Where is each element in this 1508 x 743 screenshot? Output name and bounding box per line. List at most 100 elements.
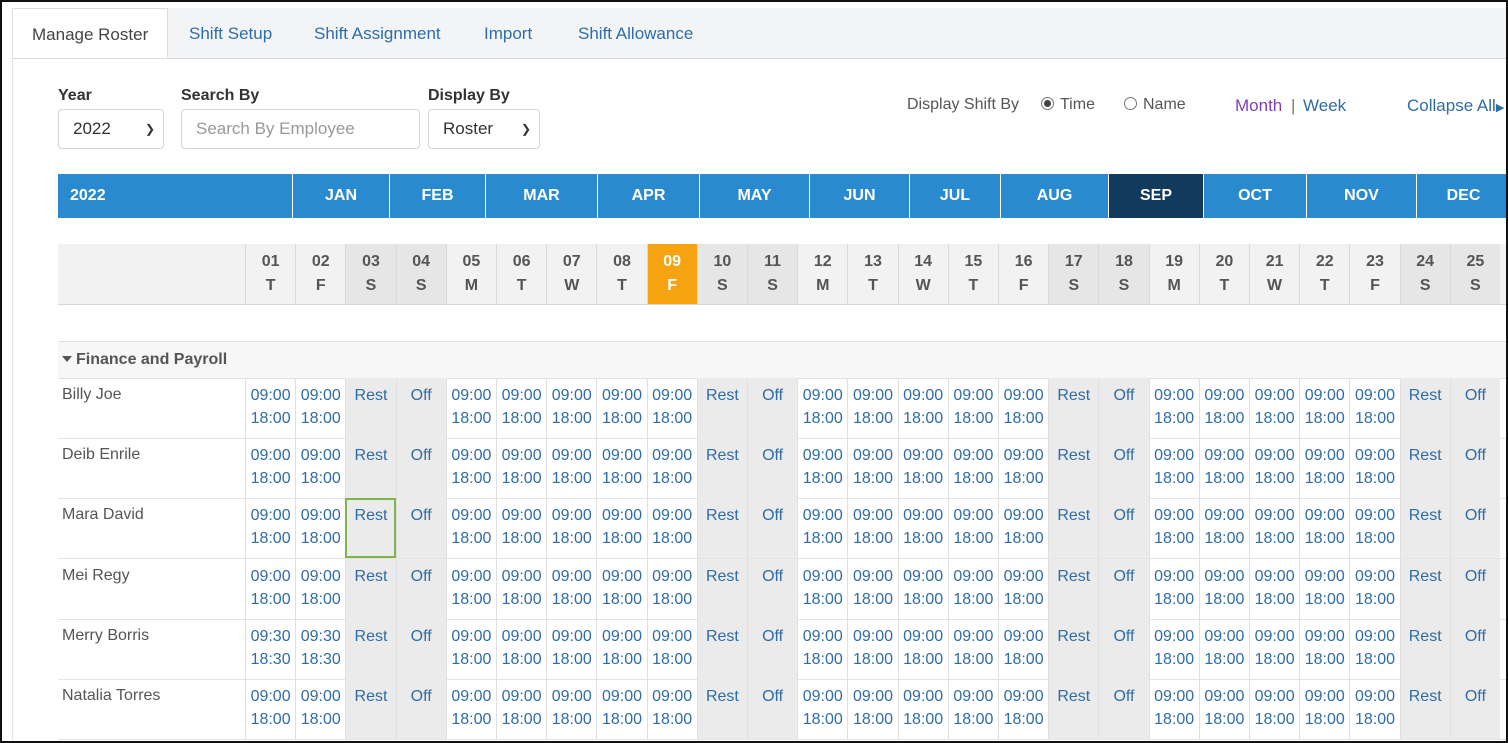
shift-cell[interactable]: 09:00 18:00 [1148, 438, 1199, 499]
shift-cell[interactable]: 09:00 18:00 [1148, 378, 1199, 438]
shift-cell[interactable]: 09:00 18:00 [1349, 679, 1399, 739]
month-aug[interactable]: AUG [1000, 174, 1108, 218]
shift-cell-off[interactable]: Off [1098, 378, 1149, 438]
shift-cell[interactable]: 09:00 18:00 [245, 558, 295, 619]
shift-cell-off[interactable]: Off [747, 378, 798, 438]
shift-cell-rest[interactable]: Rest [696, 558, 747, 619]
shift-cell[interactable]: 09:00 18:00 [847, 618, 897, 679]
shift-cell[interactable]: 09:00 18:00 [998, 378, 1048, 438]
shift-cell[interactable]: 09:00 18:00 [646, 498, 697, 559]
shift-cell[interactable]: 09:00 18:00 [998, 618, 1048, 679]
shift-cell[interactable]: 09:00 18:00 [295, 558, 345, 619]
month-jun[interactable]: JUN [809, 174, 909, 218]
month-nov[interactable]: NOV [1306, 174, 1416, 218]
shift-cell-off[interactable]: Off [395, 498, 446, 559]
shift-cell[interactable]: 09:00 18:00 [646, 618, 697, 679]
shift-cell-off[interactable]: Off [1449, 558, 1500, 619]
shift-cell-off[interactable]: Off [395, 558, 446, 619]
shift-cell[interactable]: 09:00 18:00 [797, 498, 847, 559]
shift-cell[interactable]: 09:00 18:00 [646, 438, 697, 499]
shift-cell[interactable]: 09:00 18:00 [797, 558, 847, 619]
shift-cell-rest[interactable]: Rest [1048, 498, 1099, 559]
group-header[interactable]: Finance and Payroll [58, 341, 1506, 379]
shift-cell[interactable]: 09:00 18:00 [947, 618, 998, 679]
shift-cell-rest[interactable]: Rest [345, 438, 396, 499]
shift-cell[interactable]: 09:00 18:00 [496, 378, 546, 438]
shift-cell[interactable]: 09:00 18:00 [897, 679, 948, 739]
shift-cell[interactable]: 09:00 18:00 [1299, 679, 1349, 739]
shift-cell[interactable]: 09:00 18:00 [546, 679, 596, 739]
shift-cell[interactable]: 09:00 18:00 [295, 679, 345, 739]
shift-cell[interactable]: 09:00 18:00 [998, 558, 1048, 619]
shift-cell-off[interactable]: Off [1098, 558, 1149, 619]
shift-cell[interactable]: 09:30 18:30 [295, 618, 345, 679]
week-view-link[interactable]: Week [1303, 96, 1347, 115]
radio-name-label[interactable]: Name [1143, 96, 1186, 113]
month-apr[interactable]: APR [597, 174, 699, 218]
radio-time[interactable] [1041, 97, 1054, 110]
shift-cell[interactable]: 09:00 18:00 [596, 378, 646, 438]
shift-cell[interactable]: 09:00 18:00 [1299, 498, 1349, 559]
shift-cell[interactable]: 09:00 18:00 [998, 498, 1048, 559]
shift-cell-off[interactable]: Off [395, 438, 446, 499]
month-sep[interactable]: SEP [1108, 174, 1203, 218]
shift-cell[interactable]: 09:00 18:00 [596, 498, 646, 559]
shift-cell[interactable]: 09:00 18:00 [998, 679, 1048, 739]
shift-cell-off[interactable]: Off [1449, 618, 1500, 679]
shift-cell[interactable]: 09:00 18:00 [947, 558, 998, 619]
shift-cell-rest[interactable]: Rest [1048, 558, 1099, 619]
shift-cell-rest[interactable]: Rest [1048, 618, 1099, 679]
shift-cell-rest[interactable]: Rest [1399, 679, 1450, 739]
shift-cell[interactable]: 09:00 18:00 [1249, 618, 1299, 679]
shift-cell[interactable]: 09:00 18:00 [847, 679, 897, 739]
shift-cell[interactable]: 09:00 18:00 [496, 558, 546, 619]
shift-cell[interactable]: 09:00 18:00 [947, 498, 998, 559]
shift-cell[interactable]: 09:00 18:00 [847, 378, 897, 438]
shift-cell[interactable]: 09:00 18:00 [596, 438, 646, 499]
shift-cell[interactable]: 09:00 18:00 [445, 558, 496, 619]
shift-cell[interactable]: 09:00 18:00 [1299, 378, 1349, 438]
shift-cell[interactable]: 09:00 18:00 [295, 498, 345, 559]
month-dec[interactable]: DEC [1416, 174, 1506, 218]
shift-cell-rest[interactable]: Rest [696, 679, 747, 739]
shift-cell[interactable]: 09:00 18:00 [496, 498, 546, 559]
shift-cell-rest[interactable]: Rest [1399, 618, 1450, 679]
year-select[interactable]: 2022 ❯ [58, 109, 164, 149]
shift-cell[interactable]: 09:00 18:00 [445, 438, 496, 499]
shift-cell-rest[interactable]: Rest [696, 378, 747, 438]
collapse-all-link[interactable]: Collapse All▶ [1407, 96, 1504, 116]
shift-cell-off[interactable]: Off [747, 679, 798, 739]
shift-cell[interactable]: 09:00 18:00 [1249, 378, 1299, 438]
shift-cell[interactable]: 09:00 18:00 [1349, 498, 1399, 559]
search-input[interactable]: Search By Employee [181, 109, 420, 149]
shift-cell-rest[interactable]: Rest [1048, 378, 1099, 438]
shift-cell[interactable]: 09:00 18:00 [1148, 558, 1199, 619]
shift-cell[interactable]: 09:00 18:00 [897, 618, 948, 679]
month-feb[interactable]: FEB [389, 174, 485, 218]
shift-cell[interactable]: 09:00 18:00 [546, 618, 596, 679]
shift-cell[interactable]: 09:00 18:00 [445, 618, 496, 679]
shift-cell[interactable]: 09:00 18:00 [1349, 438, 1399, 499]
shift-cell[interactable]: 09:00 18:00 [947, 679, 998, 739]
radio-time-label[interactable]: Time [1060, 96, 1095, 113]
shift-cell[interactable]: 09:00 18:00 [496, 618, 546, 679]
shift-cell-off[interactable]: Off [747, 498, 798, 559]
shift-cell-off[interactable]: Off [1449, 679, 1500, 739]
shift-cell[interactable]: 09:00 18:00 [897, 558, 948, 619]
shift-cell-rest[interactable]: Rest [1399, 378, 1450, 438]
shift-cell[interactable]: 09:00 18:00 [1249, 679, 1299, 739]
shift-cell[interactable]: 09:00 18:00 [1148, 618, 1199, 679]
shift-cell-off[interactable]: Off [1098, 679, 1149, 739]
shift-cell[interactable]: 09:00 18:00 [897, 378, 948, 438]
shift-cell-rest[interactable]: Rest [1399, 498, 1450, 559]
shift-cell[interactable]: 09:00 18:00 [445, 498, 496, 559]
shift-cell-off[interactable]: Off [747, 558, 798, 619]
shift-cell[interactable]: 09:00 18:00 [1299, 618, 1349, 679]
shift-cell[interactable]: 09:00 18:00 [1349, 378, 1399, 438]
shift-cell[interactable]: 09:00 18:00 [295, 378, 345, 438]
display-by-select[interactable]: Roster ❯ [428, 109, 540, 149]
tab-shift-setup[interactable]: Shift Setup [189, 24, 273, 43]
shift-cell[interactable]: 09:00 18:00 [496, 679, 546, 739]
shift-cell-off[interactable]: Off [1098, 618, 1149, 679]
shift-cell[interactable]: 09:00 18:00 [646, 558, 697, 619]
